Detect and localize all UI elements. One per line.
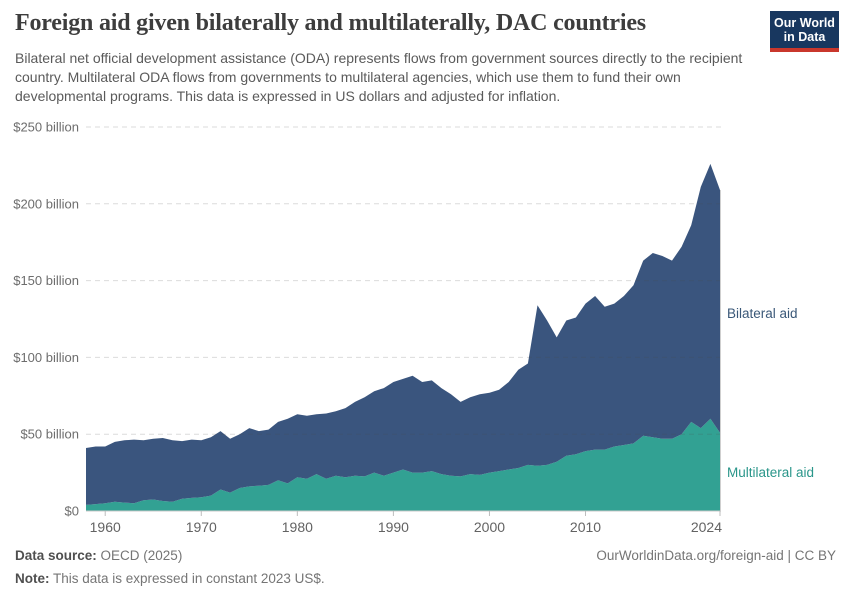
page-title: Foreign aid given bilaterally and multil…	[15, 10, 646, 36]
owid-logo-line2: in Data	[783, 30, 826, 44]
x-axis-tick-label: 1970	[186, 519, 217, 535]
x-axis-tick-label: 2010	[570, 519, 601, 535]
x-axis-tick-label: 1980	[282, 519, 313, 535]
data-source-value: OECD (2025)	[96, 548, 183, 563]
y-axis-tick-label: $250 billion	[13, 120, 79, 135]
data-source-label: Data source:	[15, 548, 97, 563]
chart-subtitle: Bilateral net official development assis…	[15, 50, 743, 104]
owid-logo-line1: Our World	[774, 16, 835, 30]
y-axis-tick-label: $150 billion	[13, 273, 79, 288]
data-source-line: Data source: OECD (2025)	[15, 544, 836, 567]
bilateral-aid-area[interactable]	[86, 163, 720, 505]
y-axis-tick-label: $50 billion	[20, 427, 79, 442]
x-axis-tick-label: 1990	[378, 519, 409, 535]
chart-footer: OurWorldinData.org/foreign-aid | CC BY D…	[15, 544, 836, 590]
owid-url-link[interactable]: OurWorldinData.org/foreign-aid | CC BY	[596, 548, 836, 563]
note-line: Note: This data is expressed in constant…	[15, 567, 836, 590]
multilateral-aid-area[interactable]	[86, 418, 720, 511]
y-axis-tick-label: $100 billion	[13, 350, 79, 365]
owid-logo: Our World in Data	[770, 11, 839, 52]
x-axis-tick-label: 2024	[691, 519, 722, 535]
note-value: This data is expressed in constant 2023 …	[49, 571, 325, 586]
bilateral-aid-label: Bilateral aid	[727, 306, 798, 321]
multilateral-aid-label: Multilateral aid	[727, 465, 815, 480]
note-label: Note:	[15, 571, 50, 586]
x-axis-tick-label: 1960	[90, 519, 121, 535]
y-axis-tick-label: $200 billion	[13, 196, 79, 211]
x-axis-tick-label: 2000	[474, 519, 505, 535]
y-axis-tick-label: $0	[65, 504, 79, 519]
